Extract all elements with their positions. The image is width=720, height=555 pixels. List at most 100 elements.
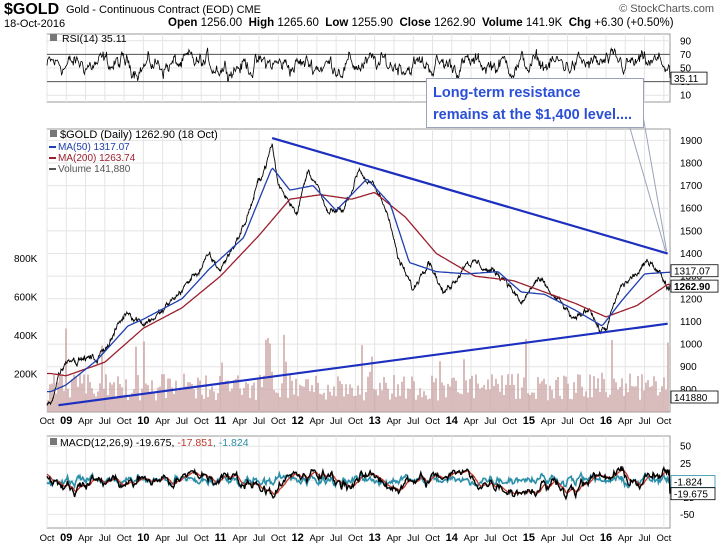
x-tick-label: Jul <box>176 533 188 544</box>
ma50-last-value: 1317.07 <box>674 267 711 278</box>
x-tick-label: Oct <box>40 416 55 427</box>
x-tick-label: Jul <box>407 416 419 427</box>
volume-tick-label: 200K <box>14 370 38 381</box>
x-tick-label: Oct <box>656 533 671 544</box>
price-tick-label: 1100 <box>680 317 702 328</box>
instrument-name: Gold - Continuous Contract (EOD) <box>66 4 234 16</box>
price-line <box>46 142 671 406</box>
rsi-tick-label: 10 <box>680 91 692 102</box>
chg-value: +6.30 (+0.50%) <box>594 17 674 29</box>
annotation-line-1: Long-term resistance <box>433 85 581 101</box>
price-tick-label: 1700 <box>680 181 703 192</box>
chart-symbol: $GOLD <box>4 1 60 18</box>
x-tick-label: 10 <box>137 532 149 544</box>
x-tick-label: Jul <box>638 416 650 427</box>
x-tick-label: 16 <box>600 415 612 427</box>
x-tick-label: Jul <box>330 533 342 544</box>
close-value: 1262.90 <box>434 17 476 29</box>
rsi-last-value: 35.11 <box>674 74 699 85</box>
chart-name: Gold - Continuous Contract (EOD) CME <box>66 4 261 16</box>
x-tick-label: Oct <box>425 533 440 544</box>
volume-tick-label: 400K <box>14 331 38 342</box>
x-tick-label: Apr <box>232 533 247 544</box>
price-last-value-box <box>670 279 719 293</box>
close-label: Close <box>399 17 431 29</box>
macd-tick-label: 50 <box>680 442 692 453</box>
x-tick-label: 16 <box>600 532 612 544</box>
volume-tick-label: 800K <box>14 254 38 265</box>
x-tick-label: 13 <box>369 415 381 427</box>
macd-title: MACD(12,26,9) -19.675, -17.851, -1.824 <box>60 437 249 449</box>
x-tick-label: 12 <box>291 415 303 427</box>
x-tick-label: Jul <box>253 533 265 544</box>
x-tick-label: Oct <box>579 416 594 427</box>
x-tick-label: Apr <box>78 533 93 544</box>
support-trendline <box>58 322 668 407</box>
rsi-tick-label: 50 <box>680 64 692 75</box>
price-tick-label: 800 <box>680 385 697 396</box>
x-tick-label: Apr <box>78 416 93 427</box>
x-tick-label: Oct <box>579 533 594 544</box>
macd-hist-last-value: -1.824 <box>674 478 703 489</box>
x-tick-label: Apr <box>387 416 402 427</box>
chg-label: Chg <box>568 17 592 29</box>
open-label: Open <box>168 17 198 29</box>
x-tick-label: Jul <box>638 533 650 544</box>
price-menu-icon <box>50 130 57 137</box>
x-tick-label: Apr <box>541 416 556 427</box>
price-title: $GOLD (Daily) 1262.90 (18 Oct) <box>60 129 218 141</box>
x-tick-label: 14 <box>446 532 459 544</box>
high-label: High <box>248 17 275 29</box>
x-tick-label: Oct <box>425 416 440 427</box>
price-tick-label: 1000 <box>680 340 703 351</box>
x-tick-label: Oct <box>117 416 132 427</box>
ma50-last-value-box <box>670 264 719 278</box>
volume-tick-label: 600K <box>14 293 38 304</box>
rsi-line <box>46 47 671 82</box>
x-tick-label: Oct <box>40 533 55 544</box>
x-tick-label: Oct <box>656 416 671 427</box>
macd-title-part: , -1.824 <box>213 437 249 449</box>
x-tick-label: Jul <box>484 533 496 544</box>
x-tick-label: Apr <box>618 416 633 427</box>
x-tick-label: Jul <box>561 533 573 544</box>
x-tick-label: Jul <box>330 416 342 427</box>
rsi-tick-label: 70 <box>680 50 692 61</box>
x-tick-label: 14 <box>446 415 459 427</box>
x-tick-label: Apr <box>618 533 633 544</box>
high-value: 1265.60 <box>277 17 319 29</box>
volume-last-box <box>670 390 719 404</box>
price-tick-label: 1800 <box>680 158 703 169</box>
macd-line <box>46 465 671 501</box>
macd-tick-label: 25 <box>680 459 692 470</box>
macd-title-part: MACD(12,26,9) -19.675, <box>60 437 177 449</box>
x-tick-label: 10 <box>137 415 149 427</box>
x-tick-label: Apr <box>309 533 324 544</box>
macd-last-box <box>670 487 716 501</box>
x-tick-label: Oct <box>194 533 209 544</box>
chart-date: 18-Oct-2016 <box>4 18 66 30</box>
low-label: Low <box>325 17 349 29</box>
rsi-tick-label: 90 <box>680 36 692 47</box>
x-tick-label: Apr <box>387 533 402 544</box>
x-tick-label: 13 <box>369 532 381 544</box>
ma50-line <box>47 167 670 393</box>
price-tick-label: 1300 <box>680 272 703 283</box>
x-tick-label: Apr <box>464 416 479 427</box>
annotation-line-2: remains at the $1,400 level.... <box>433 107 633 123</box>
x-tick-label: Oct <box>271 533 286 544</box>
open-value: 1256.00 <box>200 17 243 29</box>
x-tick-label: Apr <box>309 416 324 427</box>
macd-title-part: -17.851 <box>177 437 213 449</box>
volume-value: 141.9K <box>525 17 563 29</box>
x-tick-label: Apr <box>232 416 247 427</box>
x-tick-label: Apr <box>155 416 170 427</box>
x-tick-label: Jul <box>561 416 573 427</box>
legend-entry: MA(50) 1317.07 <box>58 142 130 153</box>
x-tick-label: 15 <box>523 532 535 544</box>
volume-last-value: 141880 <box>674 393 708 404</box>
macd-tick-label: -50 <box>680 510 695 521</box>
x-tick-label: Apr <box>541 533 556 544</box>
macd-menu-icon <box>50 438 57 445</box>
